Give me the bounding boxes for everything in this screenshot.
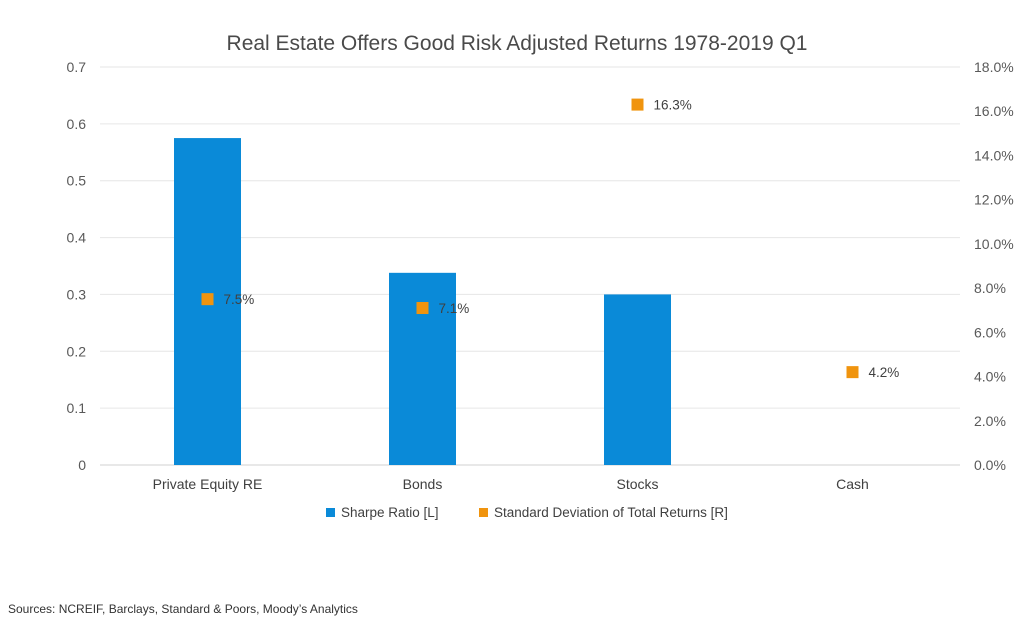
chart-title: Real Estate Offers Good Risk Adjusted Re… [227,32,808,55]
left-tick-label: 0.5 [67,173,87,189]
right-tick-label: 2.0% [974,413,1006,429]
right-tick-label: 12.0% [974,192,1014,208]
category-labels: Private Equity RE Bonds Stocks Cash [153,476,869,492]
right-tick-label: 18.0% [974,59,1014,75]
left-tick-label: 0.6 [67,116,87,132]
right-tick-label: 8.0% [974,280,1006,296]
legend-label-sharpe: Sharpe Ratio [L] [341,505,439,520]
right-axis-ticks: 0.0% 2.0% 4.0% 6.0% 8.0% 10.0% 12.0% 14.0% 16.0%… [974,59,1014,473]
right-tick-label: 16.0% [974,103,1014,119]
left-tick-label: 0.2 [67,343,87,359]
marker-bonds [416,302,429,315]
marker-data-label: 4.2% [869,365,900,380]
legend-swatch-sharpe [326,508,335,517]
right-tick-label: 4.0% [974,369,1006,385]
left-axis-ticks: 0 0.1 0.2 0.3 0.4 0.5 0.6 0.7 [67,59,87,473]
marker-data-label: 7.1% [439,301,470,316]
category-label: Stocks [616,476,658,492]
right-tick-label: 6.0% [974,324,1006,340]
marker-cash [846,366,859,379]
legend-swatch-stddev [479,508,488,517]
marker-stocks [631,98,644,111]
source-note: Sources: NCREIF, Barclays, Standard & Po… [8,602,358,616]
marker-data-label: 7.5% [224,292,255,307]
category-label: Private Equity RE [153,476,263,492]
marker-data-label: 16.3% [654,98,692,113]
category-label: Cash [836,476,869,492]
left-tick-label: 0.4 [67,230,87,246]
right-tick-label: 14.0% [974,147,1014,163]
gridlines [100,66,960,466]
left-tick-label: 0.7 [67,59,87,75]
left-tick-label: 0.3 [67,286,87,302]
bar-series [174,138,671,466]
left-tick-label: 0 [78,457,86,473]
right-tick-label: 0.0% [974,457,1006,473]
marker-series: 7.5% 7.1% 16.3% 4.2% [201,98,900,380]
legend-label-stddev: Standard Deviation of Total Returns [R] [494,505,728,520]
chart: Real Estate Offers Good Risk Adjusted Re… [67,32,1014,520]
legend: Sharpe Ratio [L] Standard Deviation of T… [326,505,728,520]
marker-private-equity-re [201,293,214,306]
category-label: Bonds [403,476,443,492]
left-tick-label: 0.1 [67,400,87,416]
bar-stocks [604,294,671,465]
right-tick-label: 10.0% [974,236,1014,252]
